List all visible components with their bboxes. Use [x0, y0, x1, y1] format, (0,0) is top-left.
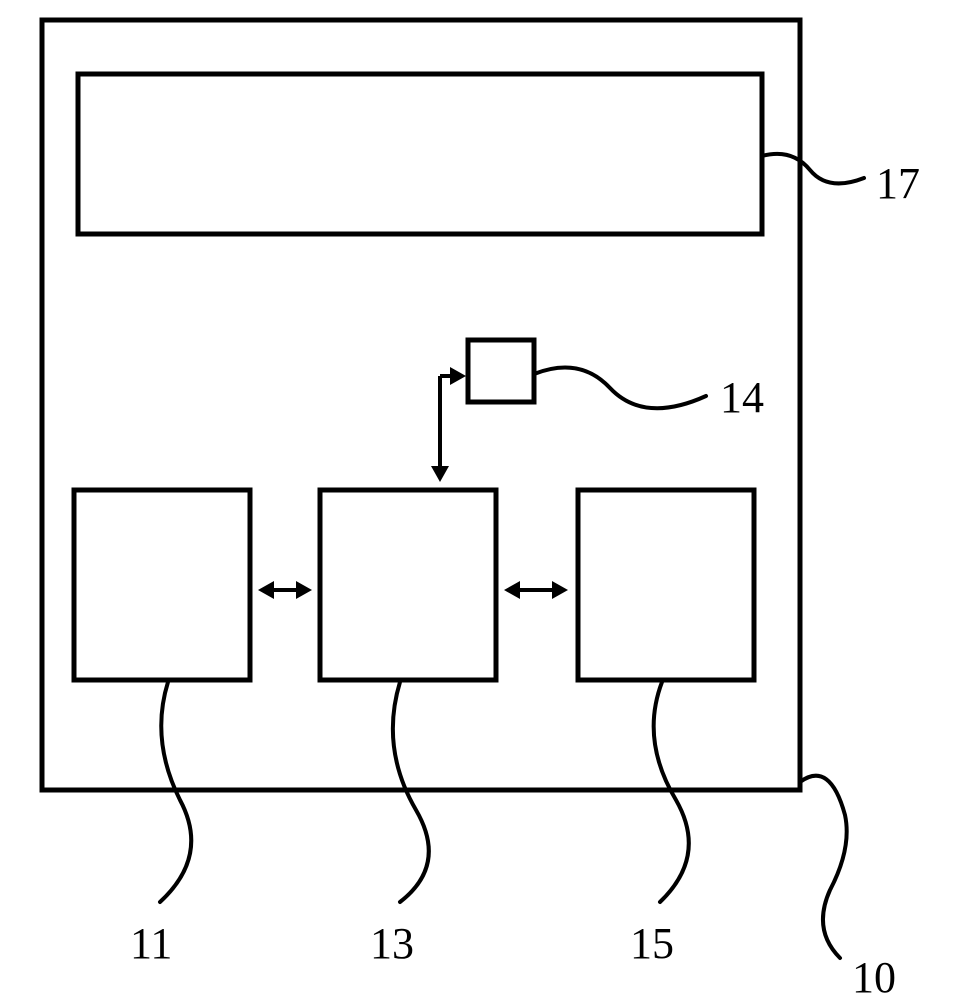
ref-17-leader	[762, 154, 864, 184]
ref-15-label: 15	[630, 919, 674, 968]
ref-10-leader	[800, 776, 847, 958]
ref-17-label: 17	[876, 159, 920, 208]
small-box	[468, 340, 534, 402]
ref-11-label: 11	[130, 919, 172, 968]
right-box	[578, 490, 754, 680]
ref-10-label: 10	[852, 953, 896, 1000]
ref-13-label: 13	[370, 919, 414, 968]
mid-box	[320, 490, 496, 680]
left-box	[74, 490, 250, 680]
ref-14-label: 14	[720, 373, 764, 422]
ref-14-leader	[534, 368, 706, 409]
block-diagram: 17 14 11 13 15 10	[0, 0, 954, 1000]
banner-box	[78, 74, 762, 234]
